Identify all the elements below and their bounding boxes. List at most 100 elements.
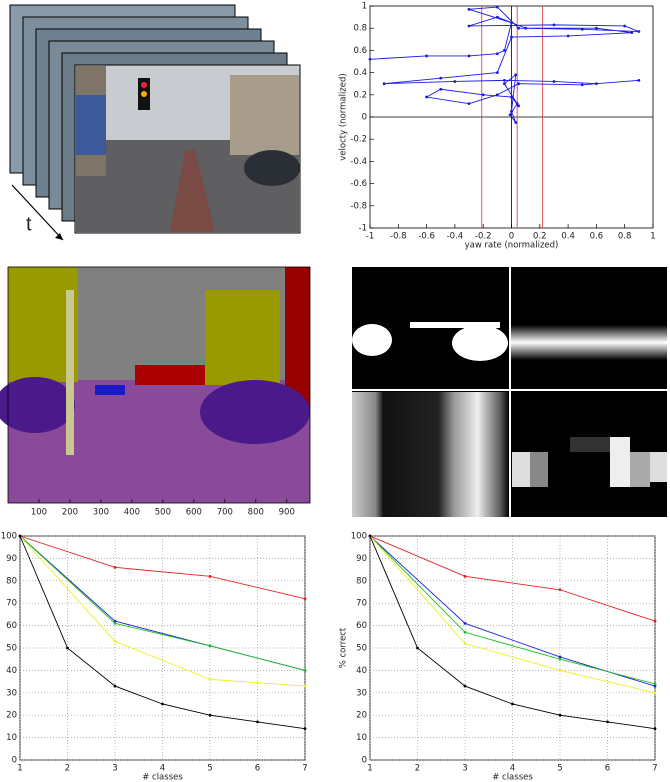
y-tick-label: 60 bbox=[6, 621, 17, 631]
x-tick-label: 2 bbox=[65, 764, 70, 774]
point bbox=[464, 685, 467, 688]
x-tick-label: 7 bbox=[652, 764, 657, 774]
y-tick-label: 80 bbox=[356, 576, 367, 586]
y-tick-label: 0 bbox=[362, 756, 367, 766]
point bbox=[511, 703, 514, 706]
x-tick-label: 200 bbox=[62, 508, 78, 518]
x-tick-label: 1 bbox=[17, 764, 22, 774]
x-tick-label: 1 bbox=[650, 232, 655, 242]
y-tick-label: 0.4 bbox=[353, 68, 367, 78]
point bbox=[464, 642, 467, 645]
point bbox=[567, 35, 570, 38]
y-tick-label: 30 bbox=[356, 688, 367, 698]
point bbox=[606, 721, 609, 724]
point bbox=[595, 27, 598, 30]
point bbox=[468, 55, 471, 58]
point bbox=[114, 685, 117, 688]
point bbox=[19, 535, 22, 538]
x-tick-label: 3 bbox=[462, 764, 467, 774]
point bbox=[654, 727, 657, 730]
point bbox=[637, 79, 640, 82]
y-tick-label: 100 bbox=[351, 532, 367, 542]
point bbox=[209, 714, 212, 717]
y-tick-label: -0.4 bbox=[350, 157, 367, 167]
point bbox=[496, 52, 499, 55]
point bbox=[581, 28, 584, 31]
y-tick-label: 70 bbox=[356, 599, 367, 609]
y-tick-label: 40 bbox=[356, 666, 367, 676]
x-tick-label: 600 bbox=[186, 508, 202, 518]
point bbox=[209, 678, 212, 681]
point bbox=[553, 80, 556, 83]
segmentation-image bbox=[0, 267, 310, 503]
point bbox=[510, 21, 513, 24]
point bbox=[630, 31, 633, 34]
point bbox=[514, 121, 517, 124]
point bbox=[369, 535, 372, 538]
y-tick-label: -1 bbox=[359, 224, 367, 234]
frame-stack: t bbox=[10, 5, 300, 240]
point bbox=[517, 82, 520, 85]
y-tick-label: 0 bbox=[12, 756, 17, 766]
x-tick-label: 900 bbox=[279, 508, 295, 518]
y-axis-label: % correct bbox=[339, 627, 349, 668]
y-tick-label: 20 bbox=[356, 711, 367, 721]
x-tick-label: 2 bbox=[415, 764, 420, 774]
point bbox=[510, 96, 513, 99]
point bbox=[464, 631, 467, 634]
point bbox=[559, 588, 562, 591]
point bbox=[209, 575, 212, 578]
point bbox=[161, 703, 164, 706]
x-tick-label: 5 bbox=[207, 764, 212, 774]
point bbox=[503, 82, 506, 85]
point bbox=[114, 640, 117, 643]
x-tick-label: 500 bbox=[155, 508, 171, 518]
point bbox=[66, 647, 69, 650]
y-tick-label: 0.6 bbox=[353, 46, 367, 56]
point bbox=[425, 96, 428, 99]
y-tick-label: 80 bbox=[6, 576, 17, 586]
y-tick-label: 70 bbox=[6, 599, 17, 609]
y-tick-label: 30 bbox=[6, 688, 17, 698]
feature-images bbox=[352, 267, 667, 517]
point bbox=[514, 73, 517, 76]
point bbox=[468, 102, 471, 105]
point bbox=[304, 597, 307, 600]
point bbox=[454, 80, 457, 83]
point bbox=[439, 88, 442, 91]
point bbox=[623, 25, 626, 28]
y-tick-label: 60 bbox=[356, 621, 367, 631]
point bbox=[524, 27, 527, 30]
point bbox=[383, 82, 386, 85]
y-tick-label: 90 bbox=[356, 554, 367, 564]
x-tick-label: -0.4 bbox=[447, 232, 464, 242]
point bbox=[510, 110, 513, 113]
x-tick-label: 5 bbox=[557, 764, 562, 774]
point bbox=[553, 23, 556, 26]
x-tick-label: 6 bbox=[605, 764, 610, 774]
x-tick-label: 700 bbox=[217, 508, 233, 518]
y-tick-label: 100 bbox=[1, 532, 17, 542]
x-tick-label: 3 bbox=[112, 764, 117, 774]
y-tick-label: 10 bbox=[6, 733, 17, 743]
x-tick-label: -0.6 bbox=[418, 232, 435, 242]
y-tick-label: 0 bbox=[362, 113, 367, 123]
x-tick-label: 1 bbox=[367, 764, 372, 774]
point bbox=[468, 8, 471, 11]
point bbox=[509, 113, 512, 116]
point bbox=[439, 77, 442, 80]
x-tick-label: 0.6 bbox=[590, 232, 604, 242]
y-tick-label: 10 bbox=[356, 733, 367, 743]
x-tick-label: 0.8 bbox=[618, 232, 632, 242]
point bbox=[496, 71, 499, 74]
point bbox=[482, 93, 485, 96]
point bbox=[496, 93, 499, 96]
point bbox=[503, 49, 506, 52]
y-tick-label: 0.8 bbox=[353, 24, 367, 34]
y-tick-label: -0.8 bbox=[350, 201, 367, 211]
point bbox=[654, 691, 657, 694]
y-tick-label: 40 bbox=[6, 666, 17, 676]
point bbox=[369, 58, 372, 61]
point bbox=[256, 721, 259, 724]
point bbox=[559, 714, 562, 717]
